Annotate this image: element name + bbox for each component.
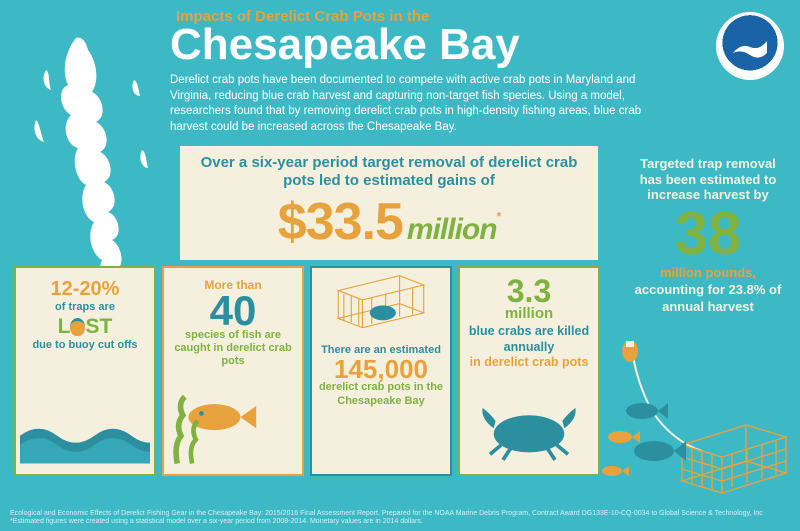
- noaa-logo-icon: [718, 14, 782, 78]
- title: Chesapeake Bay: [170, 23, 700, 67]
- footer-line2: *Estimated figures were created using a …: [10, 518, 790, 527]
- crab-pot-icon: [316, 272, 446, 342]
- stat2-l2: species of fish are caught in derelict c…: [170, 329, 296, 369]
- stat1-lost: LST: [22, 315, 148, 339]
- stat4-unit: million: [466, 305, 592, 324]
- amount-value: $33.5: [278, 193, 403, 251]
- stat-pot-count: There are an estimated 145,000 derelict …: [310, 266, 452, 476]
- headline-gain-box: Over a six-year period target removal of…: [180, 146, 598, 260]
- sidebar-sub-a: million pounds,: [660, 265, 756, 280]
- stat4-l1: blue crabs are killed annually: [466, 324, 592, 355]
- stat1-pct: 12-20%: [22, 278, 148, 301]
- wave-icon: [20, 380, 150, 470]
- amount-unit: million: [407, 213, 497, 246]
- intro-paragraph: Derelict crab pots have been documented …: [170, 73, 650, 135]
- stat1-l1: of traps are: [22, 301, 148, 315]
- infographic: Impacts of Derelict Crab Pots in the Che…: [0, 0, 800, 531]
- headline-amount: $33.5million*: [192, 192, 586, 252]
- asterisk: *: [497, 210, 501, 224]
- stat4-num: 3.3: [466, 278, 592, 305]
- stat2-num: 40: [170, 293, 296, 329]
- stat-crabs-killed: 3.3 million blue crabs are killed annual…: [458, 266, 600, 476]
- stat-row: 12-20% of traps are LST due to buoy cut …: [14, 266, 600, 476]
- scene-illustration-icon: [602, 341, 792, 501]
- stat4-l2: in derelict crab pots: [466, 355, 592, 369]
- sidebar-sub: million pounds, accounting for 23.8% of …: [630, 265, 786, 316]
- headline-lead: Over a six-year period target removal of…: [192, 154, 586, 190]
- stat-species: More than 40 species of fish are caught …: [162, 266, 304, 476]
- stat1-l2: due to buoy cut offs: [22, 339, 148, 353]
- header: Impacts of Derelict Crab Pots in the Che…: [170, 8, 700, 135]
- footer-line1: Ecological and Economic Effects of Derel…: [10, 510, 790, 519]
- sidebar-lead: Targeted trap removal has been estimated…: [630, 156, 786, 203]
- crab-icon: [464, 380, 594, 470]
- sidebar-fact: Targeted trap removal has been estimated…: [620, 146, 800, 325]
- fish-seaweed-icon: [168, 380, 298, 470]
- stat-traps-lost: 12-20% of traps are LST due to buoy cut …: [14, 266, 156, 476]
- sidebar-number: 38: [630, 207, 786, 261]
- sidebar-sub-b: accounting for 23.8% of annual harvest: [635, 282, 782, 314]
- stat3-num: 145,000: [318, 358, 444, 381]
- stat3-l2: derelict crab pots in the Chesapeake Bay: [318, 381, 444, 409]
- footer-citation: Ecological and Economic Effects of Derel…: [10, 510, 790, 528]
